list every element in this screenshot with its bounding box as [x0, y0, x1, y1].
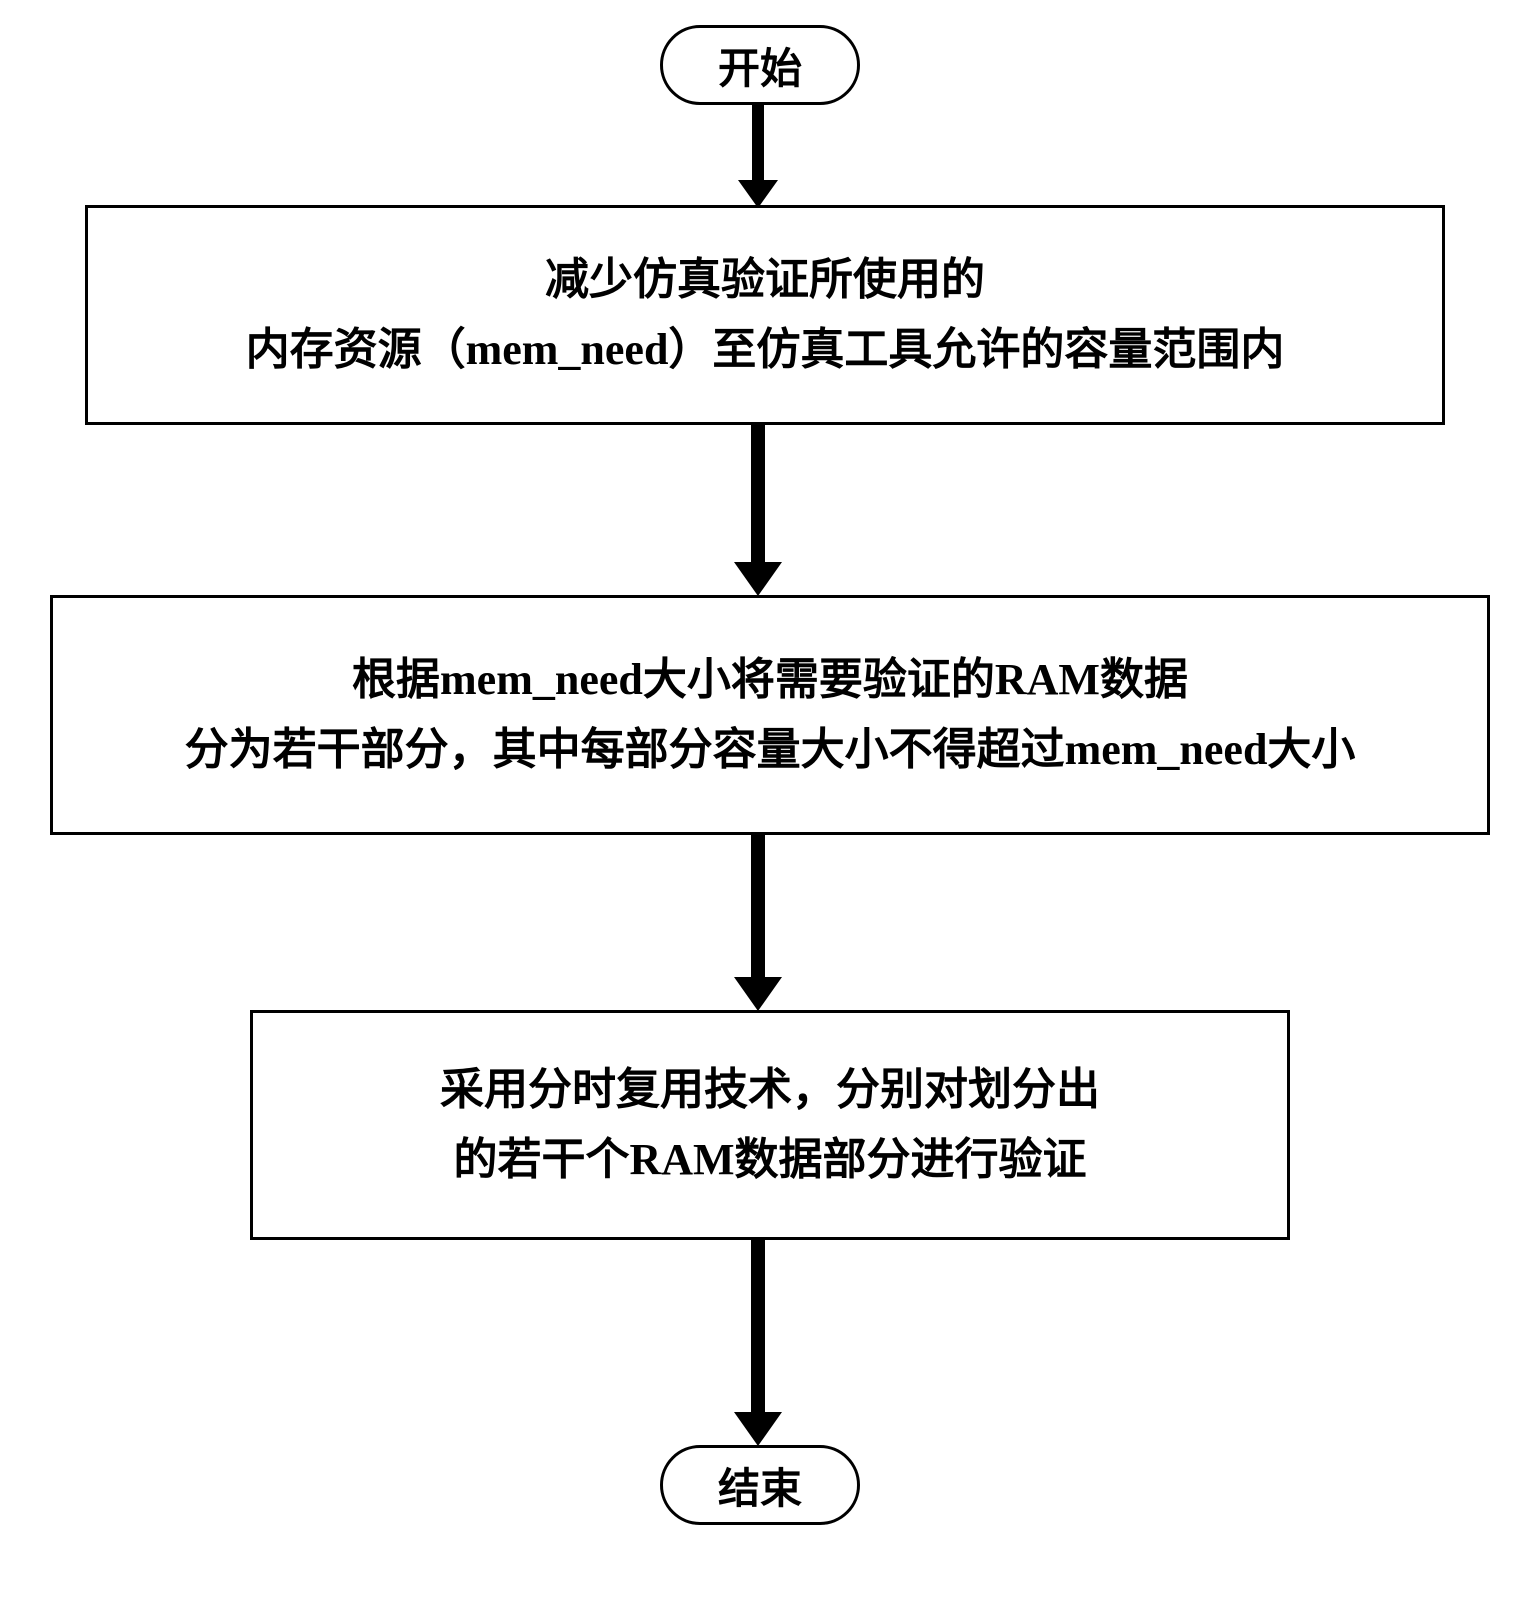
start-terminal: 开始 [660, 25, 860, 105]
step1-line2: 内存资源（mem_need）至仿真工具允许的容量范围内 [246, 315, 1285, 385]
step1-box: 减少仿真验证所使用的 内存资源（mem_need）至仿真工具允许的容量范围内 [85, 205, 1445, 425]
step1-line1: 减少仿真验证所使用的 [545, 245, 985, 315]
step3-line2: 的若干个RAM数据部分进行验证 [453, 1125, 1086, 1195]
arrow-4-line [751, 1240, 765, 1415]
arrow-1-head [738, 180, 778, 208]
step3-box: 采用分时复用技术，分别对划分出 的若干个RAM数据部分进行验证 [250, 1010, 1290, 1240]
end-label: 结束 [718, 1455, 802, 1516]
arrow-2-head [734, 562, 782, 596]
flowchart-canvas: 开始 减少仿真验证所使用的 内存资源（mem_need）至仿真工具允许的容量范围… [0, 0, 1539, 1618]
step3-line1: 采用分时复用技术，分别对划分出 [440, 1055, 1100, 1125]
step2-line2: 分为若干部分，其中每部分容量大小不得超过mem_need大小 [185, 715, 1356, 785]
start-label: 开始 [718, 35, 802, 96]
step2-line1: 根据mem_need大小将需要验证的RAM数据 [352, 645, 1188, 715]
end-terminal: 结束 [660, 1445, 860, 1525]
arrow-2-line [751, 425, 765, 565]
arrow-1-line [752, 105, 764, 183]
arrow-3-line [751, 835, 765, 980]
arrow-4-head [734, 1412, 782, 1446]
step2-box: 根据mem_need大小将需要验证的RAM数据 分为若干部分，其中每部分容量大小… [50, 595, 1490, 835]
arrow-3-head [734, 977, 782, 1011]
